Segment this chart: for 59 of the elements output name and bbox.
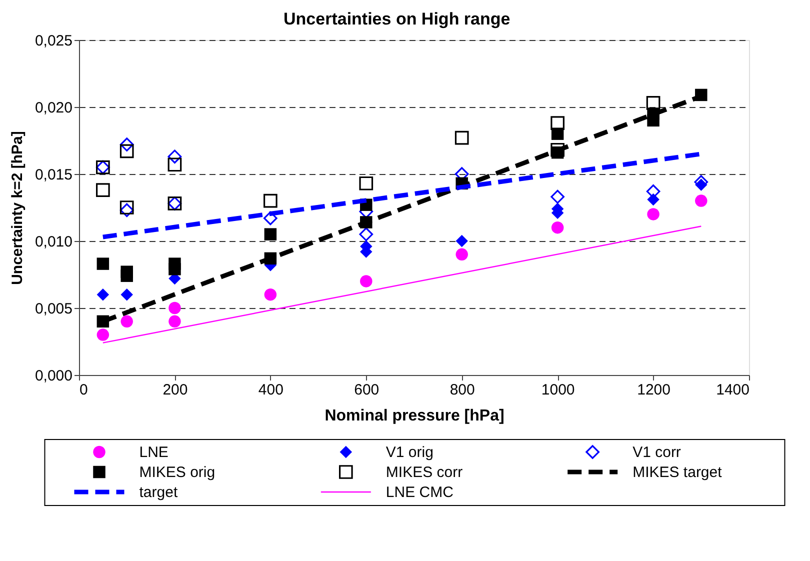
point xyxy=(120,138,134,152)
point xyxy=(96,183,110,198)
x-tick-label: 400 xyxy=(258,382,284,398)
x-tick-label: 200 xyxy=(162,382,188,398)
point xyxy=(96,328,110,341)
point xyxy=(359,227,374,242)
y-tick-label: 0,020 xyxy=(34,100,72,116)
point xyxy=(168,158,182,172)
y-tick-label: 0,010 xyxy=(34,234,72,250)
x-tick-label: 800 xyxy=(450,382,475,398)
legend-label: LNE CMC xyxy=(386,484,454,501)
point xyxy=(168,302,181,314)
x-tick-label: 0 xyxy=(80,382,88,398)
point xyxy=(551,221,564,234)
point xyxy=(168,263,181,276)
point xyxy=(550,116,564,130)
legend-label: LNE xyxy=(139,444,168,461)
x-tick-label: 600 xyxy=(354,382,380,398)
point xyxy=(264,194,278,208)
point xyxy=(550,190,564,204)
point xyxy=(646,96,660,110)
point xyxy=(120,315,133,328)
point xyxy=(120,144,134,158)
legend-label: MIKES orig xyxy=(139,464,216,481)
point xyxy=(120,270,133,282)
y-tick-label: 0,000 xyxy=(34,368,72,384)
x-tick-label: 1200 xyxy=(637,382,670,398)
point xyxy=(360,275,372,288)
point xyxy=(264,288,277,301)
y-axis-title: Uncertainty k=2 [hPa] xyxy=(8,131,26,285)
point xyxy=(695,194,708,207)
y-tick-label: 0,025 xyxy=(34,32,72,50)
legend-label: V1 orig xyxy=(386,444,434,461)
legend-label: MIKES corr xyxy=(386,464,463,481)
y-tick-label: 0,005 xyxy=(34,300,72,318)
legend-label: MIKES target xyxy=(632,464,723,481)
x-axis-title: Nominal pressure [hPa] xyxy=(324,408,504,424)
point xyxy=(647,114,660,127)
legend-label: target xyxy=(139,484,178,501)
point xyxy=(456,234,468,248)
point xyxy=(96,288,110,301)
point xyxy=(456,248,468,261)
x-tick-label: 1400 xyxy=(716,382,750,398)
point xyxy=(550,142,564,157)
point xyxy=(120,203,134,218)
point xyxy=(96,258,110,270)
point xyxy=(120,200,134,214)
point xyxy=(359,176,374,190)
point xyxy=(168,315,181,328)
point xyxy=(264,228,277,240)
point xyxy=(168,150,182,164)
point xyxy=(264,211,278,226)
point xyxy=(454,130,469,145)
x-tick-label: 1000 xyxy=(541,382,575,398)
point xyxy=(647,208,660,220)
y-tick-label: 0,015 xyxy=(34,166,72,184)
point xyxy=(120,288,133,301)
chart-title: Uncertainties on High range xyxy=(284,10,510,28)
legend-label: V1 corr xyxy=(632,444,681,461)
